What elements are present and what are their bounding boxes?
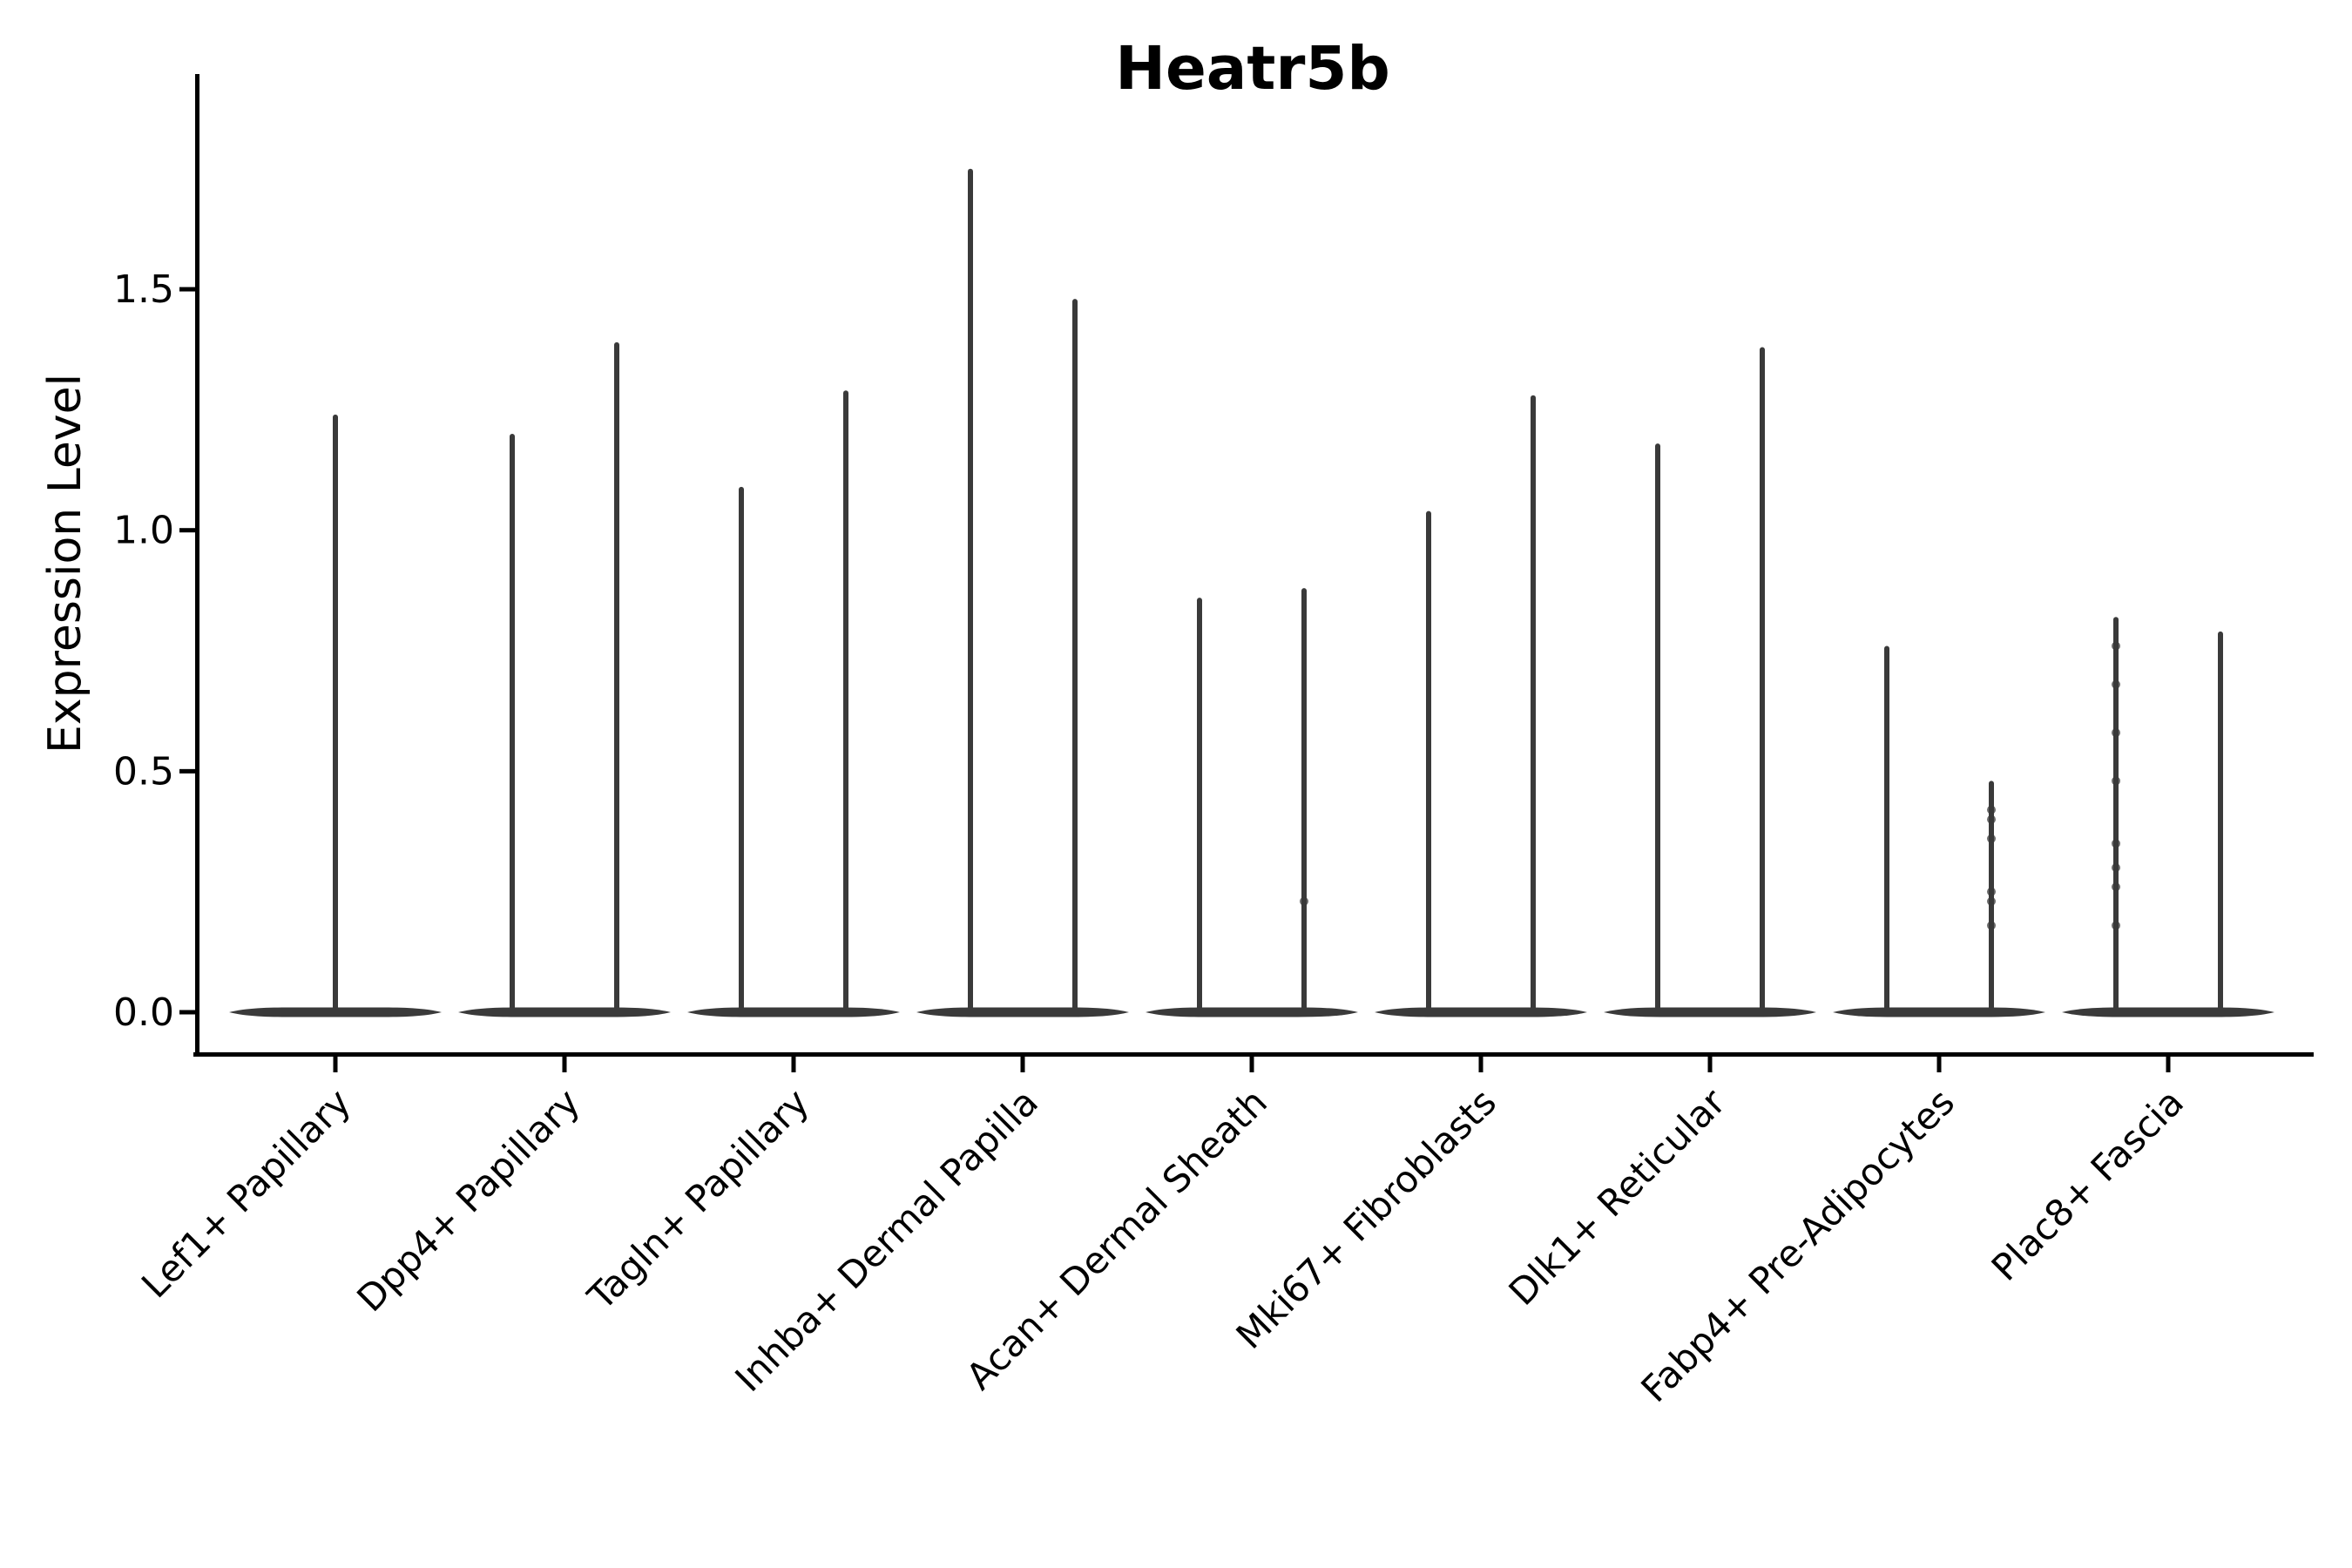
x-axis-line xyxy=(193,1052,2314,1057)
expression-point xyxy=(1987,896,1996,906)
violin-group xyxy=(1604,347,1816,1017)
expression-point xyxy=(2112,863,2120,873)
x-tick xyxy=(1020,1057,1025,1072)
violin-base xyxy=(458,1007,671,1017)
violin-spike xyxy=(1531,395,1536,1016)
expression-point xyxy=(1987,814,1996,824)
y-tick-label: 0.5 xyxy=(113,749,174,794)
x-tick-label: Dlk1+ Reticular xyxy=(1501,1080,1734,1314)
violin-base xyxy=(916,1007,1129,1017)
violin-spike xyxy=(1655,443,1660,1017)
expression-point xyxy=(1987,887,1996,896)
expression-point xyxy=(1987,921,1996,930)
y-axis-label: Expression Level xyxy=(39,374,91,754)
violin-spike xyxy=(1760,347,1765,1016)
violin-base xyxy=(1375,1007,1587,1017)
violin-spike xyxy=(2218,631,2223,1016)
chart-title: Heatr5b xyxy=(1115,34,1390,104)
violin-spike xyxy=(1072,299,1078,1017)
violin-spike xyxy=(2113,617,2119,1016)
x-tick-label: Tagln+ Papillary xyxy=(579,1080,817,1318)
expression-point xyxy=(1987,834,1996,843)
violin-base xyxy=(1604,1007,1816,1017)
expression-point xyxy=(2112,921,2120,930)
x-tick xyxy=(1707,1057,1713,1072)
violin-spike xyxy=(1884,645,1889,1016)
violin-spike xyxy=(843,390,848,1016)
violin-group xyxy=(458,341,671,1017)
y-tick-label: 1.5 xyxy=(113,267,174,312)
y-tick xyxy=(179,768,195,774)
x-tick xyxy=(1936,1057,1942,1072)
violin-spike xyxy=(510,434,515,1016)
violin-base xyxy=(1833,1007,2045,1017)
violin-group xyxy=(229,414,442,1017)
violin-group xyxy=(916,168,1129,1017)
x-tick-label: Mki67+ Fibroblasts xyxy=(1228,1080,1504,1356)
violin-base xyxy=(687,1007,900,1017)
x-tick-label: Dpp4+ Papillary xyxy=(348,1080,588,1320)
x-tick xyxy=(333,1057,338,1072)
violin-spike xyxy=(1197,598,1202,1016)
violin-group xyxy=(1146,588,1358,1017)
violin-spike xyxy=(1426,510,1431,1016)
x-tick xyxy=(2166,1057,2171,1072)
x-tick xyxy=(1249,1057,1254,1072)
expression-point xyxy=(1987,805,1996,814)
x-tick-label: Plac8+ Fascia xyxy=(1984,1080,2192,1288)
expression-point xyxy=(2112,728,2120,738)
violin-spike xyxy=(968,168,973,1017)
violin-spike xyxy=(333,414,338,1017)
x-tick-label: Lef1+ Papillary xyxy=(133,1080,359,1306)
expression-point xyxy=(2112,839,2120,848)
violin-base xyxy=(2062,1007,2274,1017)
expression-point xyxy=(1300,896,1308,906)
y-tick xyxy=(179,528,195,533)
y-tick xyxy=(179,1010,195,1015)
violins xyxy=(229,168,2274,1017)
y-tick-label: 0.0 xyxy=(113,990,174,1035)
violin-spike xyxy=(614,341,619,1017)
expression-point xyxy=(2112,679,2120,689)
violin-spike xyxy=(739,486,744,1016)
x-tick xyxy=(562,1057,567,1072)
violin-group xyxy=(687,390,900,1017)
violin-group xyxy=(2062,617,2274,1017)
expression-point xyxy=(2112,882,2120,892)
expression-point xyxy=(2112,776,2120,786)
y-axis-line xyxy=(195,74,199,1057)
y-tick-label: 1.0 xyxy=(113,509,174,553)
violin-group xyxy=(1833,645,2045,1017)
y-tick xyxy=(179,287,195,292)
x-tick xyxy=(1478,1057,1484,1072)
x-tick xyxy=(791,1057,796,1072)
violin-spike xyxy=(1301,588,1307,1016)
violin-base xyxy=(1146,1007,1358,1017)
expression-point xyxy=(2112,641,2120,651)
violin-group xyxy=(1375,395,1587,1017)
